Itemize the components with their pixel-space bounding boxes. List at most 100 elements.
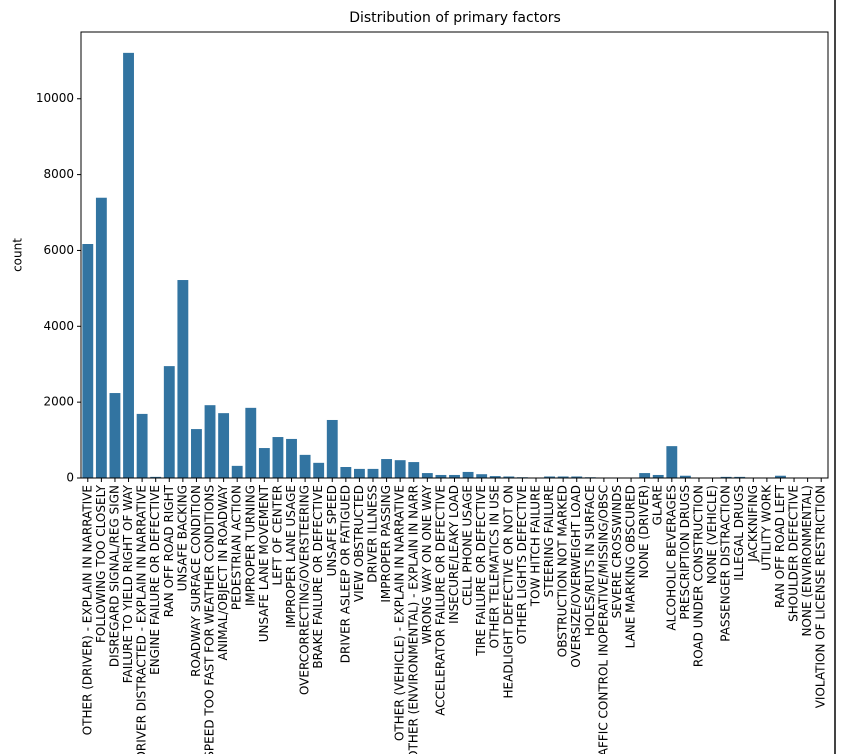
- y-axis-label: count: [11, 238, 25, 272]
- bar: [679, 475, 691, 478]
- bar: [639, 473, 651, 478]
- bar: [720, 476, 732, 478]
- bar: [557, 476, 569, 478]
- bar: [775, 475, 786, 478]
- x-tick-label: TRAFFIC CONTROL INOPERATIVE/MISSING/OBSC: [596, 485, 610, 754]
- x-tick-label: ROADWAY SURFACE CONDITION: [189, 485, 203, 677]
- x-tick-label: CELL PHONE USAGE: [461, 485, 475, 606]
- y-tick-label: 2000: [43, 395, 74, 409]
- x-tick-label: PRESCRIPTION DRUGS: [678, 485, 692, 620]
- x-tick-label: OTHER (VEHICLE) - EXPLAIN IN NARRATIVE: [393, 485, 407, 741]
- x-tick-label: DRIVER ASLEEP OR FATIGUED: [338, 485, 352, 663]
- bar: [408, 462, 420, 478]
- bar: [571, 476, 583, 478]
- bar: [82, 244, 94, 478]
- y-tick-label: 4000: [43, 319, 74, 333]
- bar: [95, 197, 107, 479]
- x-tick-label: OVERSIZE/OVERWEIGHT LOAD: [569, 485, 583, 668]
- bar: [476, 474, 488, 478]
- x-tick-label: STEERING FAILURE: [542, 485, 556, 597]
- x-tick-label: UNSAFE BACKING: [175, 485, 189, 591]
- bar: [353, 468, 365, 478]
- x-tick-label: ROAD UNDER CONSTRUCTION: [691, 485, 705, 667]
- x-tick-label: TOW HITCH FAILURE: [528, 485, 542, 607]
- x-tick-label: UNSAFE SPEED: [325, 485, 339, 576]
- bar: [136, 413, 148, 478]
- x-tick-label: OTHER TELEMATICS IN USE: [488, 485, 502, 648]
- bar: [435, 474, 447, 478]
- bar: [177, 280, 189, 478]
- x-tick-label: PASSENGER DISTRACTION: [719, 485, 733, 642]
- bar: [503, 476, 515, 478]
- bar: [258, 448, 270, 478]
- bar: [489, 476, 501, 478]
- x-tick-label: OBSTRUCTION NOT MARKED: [556, 485, 570, 657]
- x-tick-label: PEDESTRIAN ACTION: [230, 485, 244, 610]
- x-tick-label: IMPROPER LANE USAGE: [284, 485, 298, 628]
- y-tick-label: 0: [66, 471, 74, 485]
- bar: [313, 462, 325, 478]
- x-tick-label: GLARE: [651, 485, 665, 525]
- x-tick-label: FOLLOWING TOO CLOSELY: [94, 484, 108, 643]
- bar: [163, 366, 175, 478]
- bar: [421, 473, 433, 478]
- x-tick-label: IMPROPER TURNING: [243, 485, 257, 606]
- bar: [652, 474, 664, 478]
- bar: [245, 407, 257, 478]
- x-tick-label: LANE MARKING OBSCURED: [624, 485, 638, 648]
- x-tick-label: LEFT OF CENTER: [270, 485, 284, 585]
- bar: [462, 471, 474, 478]
- bar: [544, 476, 556, 478]
- x-tick-label: UTILITY WORK: [759, 484, 773, 571]
- x-tick-label: RAN OFF ROAD RIGHT: [162, 484, 176, 617]
- y-tick-label: 8000: [43, 167, 74, 181]
- bar: [204, 405, 216, 478]
- x-tick-label: JACKKNIFING: [746, 485, 760, 563]
- bar: [272, 437, 284, 478]
- x-tick-label: NONE (ENVIRONMENTAL): [800, 485, 814, 636]
- x-tick-label: NONE (VEHICLE): [705, 485, 719, 584]
- bar: [231, 465, 243, 478]
- x-tick-label: ANIMAL/OBJECT IN ROADWAY: [216, 484, 230, 660]
- y-tick-label: 10000: [36, 91, 74, 105]
- x-tick-label: WRONG WAY ON ONE WAY: [420, 484, 434, 644]
- bar: [286, 438, 297, 478]
- plot-frame: [80, 31, 829, 479]
- x-tick-label: UNSAFE LANE MOVEMENT: [257, 484, 271, 642]
- x-tick-label: TIRE FAILURE OR DEFECTIVE: [474, 485, 488, 657]
- bar: [191, 429, 202, 478]
- x-tick-label: IMPROPER PASSING: [379, 485, 393, 603]
- x-tick-label: RAN OFF ROAD LEFT: [773, 484, 787, 608]
- bar: [326, 419, 338, 478]
- x-tick-label: SHOULDER DEFECTIVE: [787, 485, 801, 622]
- y-tick-label: 6000: [43, 243, 74, 257]
- x-tick-label: INSECURE/LEAKY LOAD: [447, 485, 461, 624]
- x-tick-label: OTHER (DRIVER) - EXPLAIN IN NARRATIVE: [80, 485, 94, 735]
- bar: [381, 459, 393, 478]
- x-tick-label: ACCELERATOR FAILURE OR DEFECTIVE: [433, 485, 447, 716]
- x-tick-label: HOLES/RUTS IN SURFACE: [583, 485, 597, 636]
- bar: [666, 446, 678, 478]
- x-tick-label: VIEW OBSTRUCTED: [352, 485, 366, 602]
- bar: [449, 474, 460, 478]
- x-tick-label: SPEED TOO FAST FOR WEATHER CONDITIONS: [203, 485, 217, 754]
- x-tick-label: DRIVER ILLNESS: [366, 485, 380, 583]
- bar: [394, 460, 406, 478]
- x-tick-label: OTHER LIGHTS DEFECTIVE: [515, 485, 529, 644]
- bar: [299, 454, 311, 478]
- x-tick-label: NONE (DRIVER): [637, 485, 651, 578]
- x-tick-label: ENGINE FAILURE OR DEFECTIVE: [148, 485, 162, 675]
- x-tick-label: DISREGARD SIGNAL/REG SIGN: [107, 485, 121, 667]
- bar: [734, 476, 746, 478]
- bar: [367, 468, 379, 478]
- x-tick-label: VIOLATION OF LICENSE RESTRICTION: [814, 485, 828, 708]
- x-tick-label: ILLEGAL DRUGS: [732, 485, 746, 581]
- x-tick-label: ALCOHOLIC BEVERAGES: [664, 485, 678, 631]
- x-tick-label: FAILURE TO YIELD RIGHT OF WAY: [121, 484, 135, 683]
- bar: [109, 393, 121, 478]
- bar: [218, 413, 230, 478]
- chart-title: Distribution of primary factors: [349, 10, 561, 26]
- bar: [340, 467, 352, 478]
